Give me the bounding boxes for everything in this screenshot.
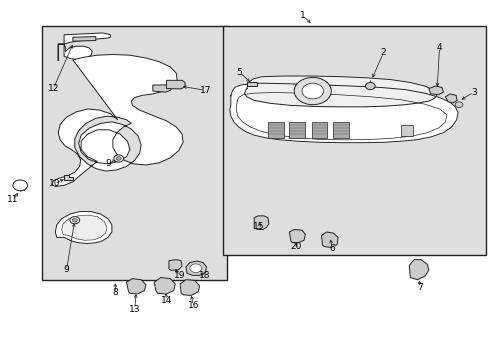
Circle shape bbox=[302, 83, 323, 99]
Circle shape bbox=[72, 219, 77, 222]
Text: 18: 18 bbox=[198, 271, 210, 280]
Bar bbox=[42, 26, 227, 280]
Text: 13: 13 bbox=[129, 305, 140, 314]
Circle shape bbox=[70, 217, 80, 224]
Text: 20: 20 bbox=[289, 242, 301, 251]
Polygon shape bbox=[73, 37, 96, 41]
Polygon shape bbox=[247, 82, 256, 86]
Polygon shape bbox=[126, 279, 146, 294]
Polygon shape bbox=[408, 260, 428, 280]
Text: 10: 10 bbox=[48, 179, 60, 188]
Bar bbox=[222, 26, 485, 255]
Text: 7: 7 bbox=[416, 283, 422, 292]
Circle shape bbox=[365, 82, 374, 90]
Text: 14: 14 bbox=[161, 296, 172, 305]
Polygon shape bbox=[254, 216, 268, 229]
Circle shape bbox=[189, 264, 201, 273]
Text: 15: 15 bbox=[253, 222, 264, 231]
Text: 9: 9 bbox=[63, 265, 69, 274]
Polygon shape bbox=[55, 212, 112, 243]
Text: 3: 3 bbox=[470, 87, 476, 96]
Polygon shape bbox=[52, 54, 183, 186]
Polygon shape bbox=[244, 76, 436, 107]
Circle shape bbox=[13, 180, 27, 191]
Text: 5: 5 bbox=[236, 68, 242, 77]
Circle shape bbox=[294, 77, 330, 105]
Polygon shape bbox=[229, 83, 457, 143]
Text: 6: 6 bbox=[329, 244, 334, 253]
Text: 1: 1 bbox=[300, 11, 305, 20]
Circle shape bbox=[116, 157, 121, 160]
Polygon shape bbox=[58, 44, 92, 61]
Text: 19: 19 bbox=[174, 271, 185, 280]
Circle shape bbox=[114, 155, 123, 162]
Polygon shape bbox=[64, 33, 110, 44]
Text: 17: 17 bbox=[199, 86, 211, 95]
Polygon shape bbox=[185, 261, 206, 275]
Text: 4: 4 bbox=[436, 43, 442, 52]
Text: 9: 9 bbox=[105, 159, 111, 168]
Polygon shape bbox=[153, 85, 172, 92]
Bar bbox=[332, 122, 348, 138]
Text: 16: 16 bbox=[187, 301, 199, 310]
Polygon shape bbox=[166, 80, 184, 89]
Bar bbox=[267, 122, 283, 138]
Polygon shape bbox=[64, 175, 73, 180]
Polygon shape bbox=[428, 86, 443, 95]
Bar bbox=[289, 122, 305, 138]
Text: 2: 2 bbox=[380, 48, 386, 57]
Polygon shape bbox=[180, 280, 199, 296]
Bar bbox=[311, 122, 327, 138]
Polygon shape bbox=[61, 215, 107, 240]
Polygon shape bbox=[168, 260, 182, 270]
Text: 12: 12 bbox=[47, 84, 59, 93]
Text: 8: 8 bbox=[112, 288, 118, 297]
Text: 11: 11 bbox=[7, 195, 18, 204]
Polygon shape bbox=[321, 232, 337, 247]
Polygon shape bbox=[289, 229, 305, 243]
Bar bbox=[400, 125, 412, 135]
Polygon shape bbox=[445, 94, 456, 103]
Circle shape bbox=[454, 102, 462, 108]
Polygon shape bbox=[154, 278, 175, 294]
